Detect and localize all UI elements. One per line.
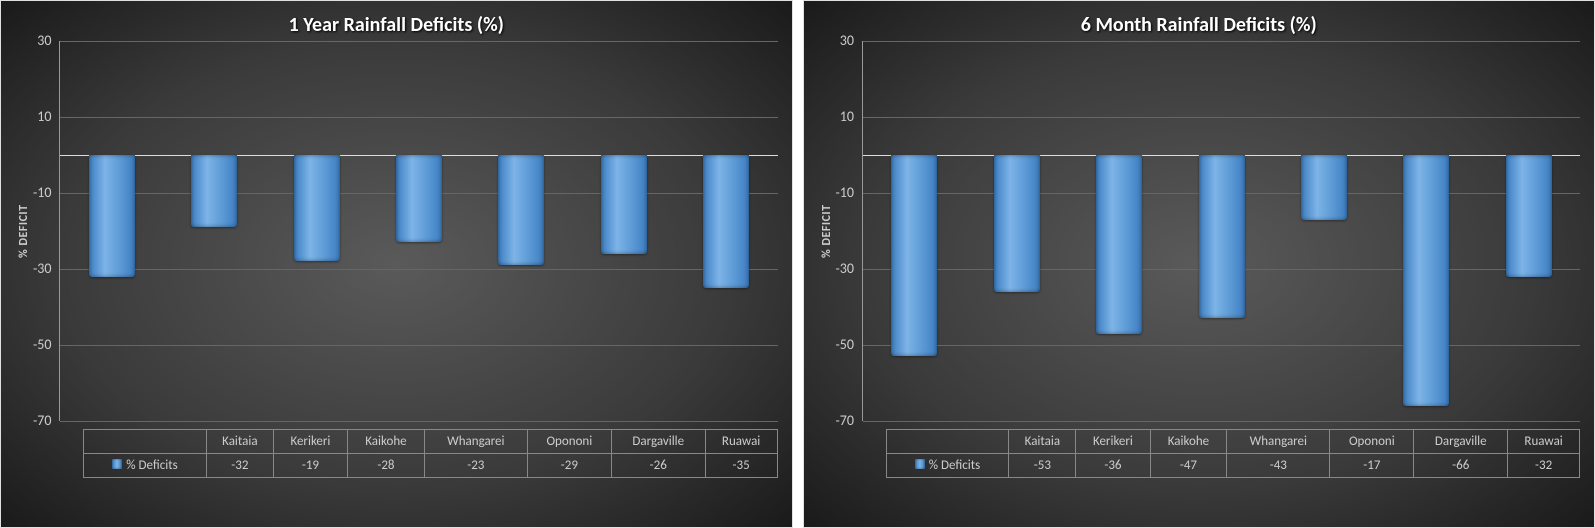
bar-cell (60, 41, 162, 421)
bar-cell (965, 41, 1067, 421)
value-cell: -35 (705, 454, 777, 478)
category-label: Ruawai (1508, 430, 1580, 454)
category-label: Kaikohe (1150, 430, 1227, 454)
bars (60, 41, 777, 421)
category-label: Kerikeri (273, 430, 347, 454)
bar-cell (1375, 41, 1477, 421)
bar-opononi (1301, 155, 1347, 220)
data-table: KaitaiaKerikeriKaikoheWhangareiOpononiDa… (886, 429, 1581, 478)
bar-cell (1170, 41, 1272, 421)
y-ticks: 3010-10-30-50-70 (836, 41, 862, 421)
category-label: Opononi (1330, 430, 1414, 454)
category-label: Ruawai (705, 430, 777, 454)
plot-area: % DEFICIT3010-10-30-50-70 (818, 41, 1581, 421)
bar-cell (1478, 41, 1580, 421)
bar-cell (163, 41, 265, 421)
category-label: Opononi (527, 430, 611, 454)
table-corner (84, 430, 207, 454)
chart-panel-year: 1 Year Rainfall Deficits (%) % DEFICIT301… (0, 0, 793, 528)
category-label: Kaitaia (206, 430, 273, 454)
plot (862, 41, 1580, 421)
category-label: Dargaville (611, 430, 705, 454)
table-corner (886, 430, 1009, 454)
bar-cell (368, 41, 470, 421)
plot (59, 41, 777, 421)
bar-dargaville (601, 155, 647, 254)
series-legend: % Deficits (84, 454, 207, 478)
bar-dargaville (1403, 155, 1449, 406)
value-cell: -28 (348, 454, 425, 478)
category-label: Dargaville (1414, 430, 1508, 454)
bar-opononi (498, 155, 544, 265)
bar-cell (470, 41, 572, 421)
bar-cell (675, 41, 777, 421)
bar-cell (265, 41, 367, 421)
category-label: Kaikohe (348, 430, 425, 454)
value-cell: -47 (1150, 454, 1227, 478)
value-cell: -53 (1009, 454, 1076, 478)
category-label: Kerikeri (1076, 430, 1150, 454)
bar-kerikeri (994, 155, 1040, 292)
bar-kaikohe (294, 155, 340, 261)
value-cell: -43 (1227, 454, 1330, 478)
value-cell: -32 (1508, 454, 1580, 478)
series-legend: % Deficits (886, 454, 1009, 478)
y-ticks: 3010-10-30-50-70 (33, 41, 59, 421)
category-label: Whangarei (1227, 430, 1330, 454)
bar-kerikeri (191, 155, 237, 227)
bar-kaitaia (89, 155, 135, 277)
value-cell: -32 (206, 454, 273, 478)
bar-cell (863, 41, 965, 421)
value-cell: -36 (1076, 454, 1150, 478)
bar-kaikohe (1096, 155, 1142, 334)
chart-title: 6 Month Rainfall Deficits (%) (818, 13, 1581, 37)
bar-cell (573, 41, 675, 421)
value-cell: -23 (424, 454, 527, 478)
bar-whangarei (396, 155, 442, 242)
bar-cell (1273, 41, 1375, 421)
legend-swatch-icon (915, 459, 925, 469)
value-cell: -29 (527, 454, 611, 478)
y-axis-label: % DEFICIT (15, 41, 33, 421)
category-label: Kaitaia (1009, 430, 1076, 454)
bar-cell (1068, 41, 1170, 421)
legend-label: % Deficits (126, 458, 177, 473)
gridline (863, 421, 1580, 422)
data-table: KaitaiaKerikeriKaikoheWhangareiOpononiDa… (83, 429, 778, 478)
bar-whangarei (1199, 155, 1245, 318)
chart-title: 1 Year Rainfall Deficits (%) (15, 13, 778, 37)
y-axis-label: % DEFICIT (818, 41, 836, 421)
category-label: Whangarei (424, 430, 527, 454)
value-cell: -19 (273, 454, 347, 478)
gridline (60, 421, 777, 422)
plot-area: % DEFICIT3010-10-30-50-70 (15, 41, 778, 421)
legend-swatch-icon (112, 459, 122, 469)
value-cell: -66 (1414, 454, 1508, 478)
bar-kaitaia (891, 155, 937, 356)
bar-ruawai (1506, 155, 1552, 277)
value-cell: -26 (611, 454, 705, 478)
chart-panel-6month: 6 Month Rainfall Deficits (%) % DEFICIT30… (803, 0, 1595, 528)
value-cell: -17 (1330, 454, 1414, 478)
bars (863, 41, 1580, 421)
legend-label: % Deficits (929, 458, 980, 473)
bar-ruawai (703, 155, 749, 288)
